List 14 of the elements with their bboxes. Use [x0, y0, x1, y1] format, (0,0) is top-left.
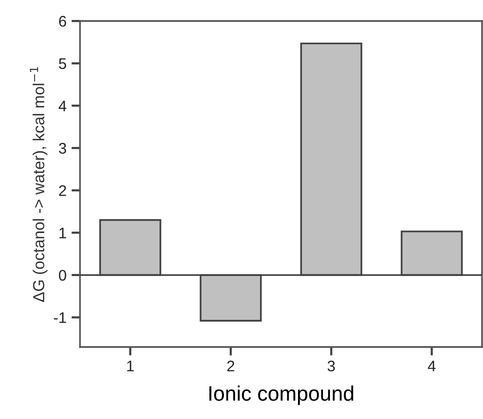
y-axis-title: ΔG (octanol -> water), kcal mol$^{−1}$ — [30, 67, 48, 302]
x-tick-label: 4 — [428, 360, 436, 372]
y-tick-label: 4 — [58, 100, 66, 112]
y-tick-label: 0 — [58, 270, 66, 281]
y-tick-label: 5 — [58, 58, 66, 70]
y-tick-label: 1 — [59, 228, 66, 238]
x-axis-title: Ionic compound — [209, 386, 354, 405]
y-tick-label: -1 — [54, 312, 66, 323]
y-tick-label: 2 — [59, 185, 66, 196]
x-tick-label: 2 — [227, 360, 234, 372]
y-tick-label: 6 — [59, 16, 66, 27]
x-tick-label: 3 — [328, 360, 335, 372]
x-tick-label: 1 — [127, 360, 134, 372]
y-tick-label: 3 — [58, 142, 66, 154]
